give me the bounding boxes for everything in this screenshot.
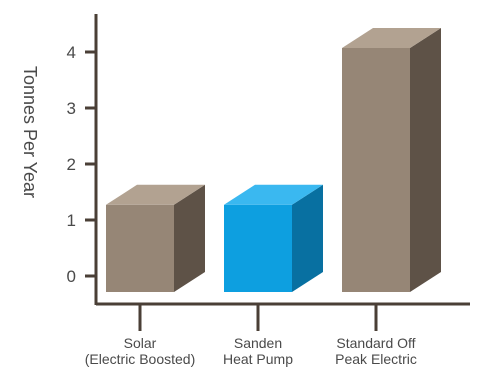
y-axis: 0 1 2 3 4 xyxy=(67,14,98,305)
y-tick-label: 4 xyxy=(67,43,76,62)
bar-side-face xyxy=(292,184,323,292)
y-tick-label: 1 xyxy=(67,211,76,230)
y-tick-label: 2 xyxy=(67,155,76,174)
bar-top-face xyxy=(342,28,441,48)
y-axis-label: Tonnes Per Year xyxy=(20,66,40,198)
x-tick-labels: Solar (Electric Boosted) Sanden Heat Pump St… xyxy=(85,335,417,367)
x-tick-label-line: (Electric Boosted) xyxy=(85,351,195,367)
x-tick-label-line: Peak Electric xyxy=(335,351,417,367)
bar-front-face xyxy=(224,204,292,292)
x-tick-label-line: Sanden xyxy=(234,335,282,351)
bar-top-face xyxy=(106,184,205,205)
bar xyxy=(342,28,441,292)
bar xyxy=(224,184,323,292)
y-tick-label: 3 xyxy=(67,99,76,118)
x-axis xyxy=(96,302,470,331)
bar-side-face xyxy=(174,184,205,292)
x-tick-label: Sanden Heat Pump xyxy=(223,335,293,367)
bar-front-face xyxy=(106,204,174,292)
bar xyxy=(106,184,205,292)
x-tick-label: Solar (Electric Boosted) xyxy=(85,335,195,367)
bar-front-face xyxy=(342,48,410,292)
x-tick-label-line: Solar xyxy=(124,335,157,351)
bars xyxy=(106,28,441,292)
bar-top-face xyxy=(224,184,323,205)
bar-side-face xyxy=(410,28,441,292)
y-tick-label: 0 xyxy=(67,267,76,286)
x-tick-label-line: Standard Off xyxy=(336,335,415,351)
x-tick-label-line: Heat Pump xyxy=(223,351,293,367)
x-tick-label: Standard Off Peak Electric xyxy=(335,335,417,367)
